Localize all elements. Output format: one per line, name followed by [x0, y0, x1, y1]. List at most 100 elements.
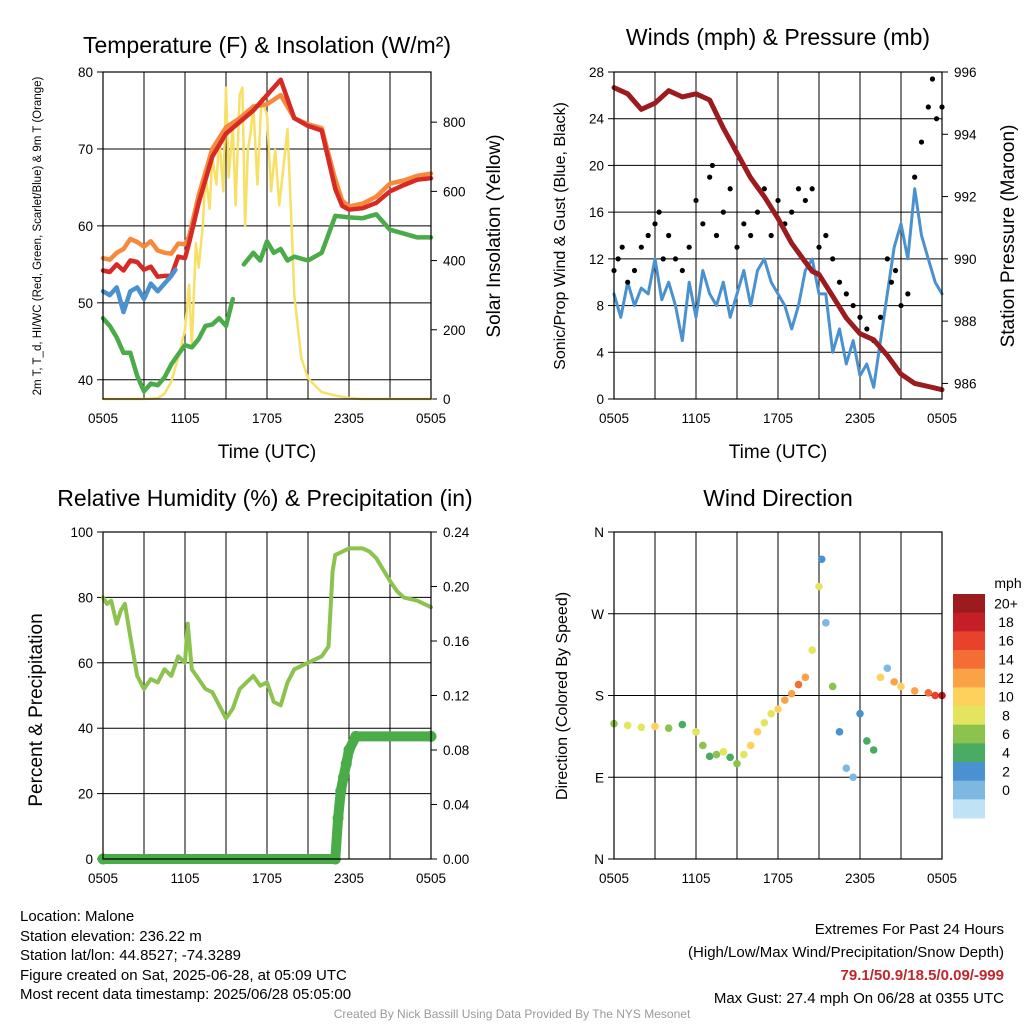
y-tick-label: 4 [596, 345, 604, 360]
direction-point [842, 764, 851, 772]
direction-point [890, 678, 898, 686]
gust-point [761, 186, 767, 192]
gust-point [748, 232, 754, 239]
y2-tick-label: 600 [443, 184, 466, 199]
gust-point [898, 302, 904, 309]
gust-point [615, 256, 621, 262]
plot-border [102, 71, 432, 400]
x-axis-label: Time (UTC) [218, 442, 317, 463]
direction-point [931, 691, 939, 700]
x-tick-label: 0505 [599, 411, 629, 426]
x-tick-label: 0505 [599, 871, 629, 886]
gust-point [652, 221, 658, 227]
y-tick-label: 16 [589, 205, 604, 220]
y2-tick-label: 0.20 [443, 580, 469, 595]
y-tick-label: E [595, 770, 604, 785]
panel-4 [608, 531, 942, 860]
direction-point [726, 753, 734, 762]
gust-point [645, 232, 651, 239]
y-tick-label: 80 [78, 65, 93, 80]
direction-point [692, 728, 700, 736]
chart-title: Winds (mph) & Pressure (mb) [626, 24, 930, 50]
x-tick-label: 2305 [334, 871, 364, 886]
created-text: Figure created on Sat, 2025-06-28, at 05… [20, 966, 347, 984]
insolation-line [101, 86, 433, 401]
gust-point [823, 232, 829, 239]
direction-point [719, 748, 728, 756]
y-tick-label: 12 [589, 252, 604, 267]
direction-point [883, 664, 892, 673]
colorbar-label: 6 [1002, 726, 1010, 742]
colorbar-swatch [953, 650, 985, 670]
gust-point [741, 221, 747, 227]
y2-axis-label: Station Pressure (Maroon) [998, 125, 1019, 348]
colorbar-label: 18 [998, 614, 1014, 630]
gust-point [888, 279, 895, 285]
gust-point [857, 314, 863, 320]
red-temp-line [100, 77, 434, 279]
gust-point [619, 244, 625, 250]
y-tick-label: 28 [589, 65, 604, 80]
latlon-text: Station lat/lon: 44.8527; -74.3289 [20, 947, 242, 964]
panel-3 [97, 531, 437, 860]
x-tick-label: 0505 [927, 411, 957, 426]
x-tick-label: 1105 [170, 871, 199, 886]
precip-point [338, 771, 350, 783]
y2-axis-label: Solar Insolation (Yellow) [484, 134, 505, 337]
gust-point [850, 302, 856, 309]
direction-point [822, 619, 830, 627]
x-tick-label: 1105 [170, 411, 199, 426]
gust-point [933, 116, 940, 122]
chart-title: Wind Direction [703, 485, 853, 511]
x-tick-label: 1105 [681, 871, 710, 886]
direction-point [651, 722, 659, 731]
y-tick-label: 40 [78, 721, 93, 736]
colorbar-swatch [953, 724, 985, 744]
y-tick-label: 100 [70, 525, 93, 540]
gust-point [693, 197, 699, 204]
x-tick-label: 1705 [763, 871, 793, 886]
x-tick-label: 0505 [416, 871, 446, 886]
y-tick-label: 40 [78, 373, 93, 388]
direction-point [664, 724, 673, 732]
y2-tick-label: 994 [954, 127, 977, 142]
colorbar-swatch [953, 762, 985, 782]
gust-point [625, 279, 631, 285]
gust-point [816, 244, 822, 250]
colorbar-swatch [953, 743, 985, 763]
y2-tick-label: 0 [443, 392, 451, 407]
colorbar-swatch [953, 668, 985, 688]
colorbar-label: 20+ [994, 595, 1018, 611]
direction-point [678, 720, 687, 729]
y-axis-label: Direction (Colored By Speed) [554, 592, 571, 800]
direction-point [835, 728, 844, 736]
green-temp-line [241, 212, 434, 267]
colorbar-label: 10 [998, 689, 1014, 705]
direction-point [815, 582, 823, 591]
direction-point [740, 750, 748, 759]
y2-tick-label: 0.16 [443, 634, 469, 649]
direction-point [705, 752, 714, 761]
chart-title: Temperature (F) & Insolation (W/m²) [83, 32, 451, 58]
gust-point [660, 256, 666, 262]
max-gust-text: Max Gust: 27.4 mph On 06/28 at 0355 UTC [713, 990, 1004, 1007]
gust-point [709, 162, 716, 169]
gust-point [734, 244, 740, 250]
orange-temp-line [100, 92, 434, 262]
colorbar-swatch [953, 612, 985, 632]
credit-text: Created By Nick Bassill Using Data Provi… [333, 1007, 691, 1021]
x-tick-label: 0505 [88, 411, 118, 426]
x-tick-label: 0505 [416, 411, 446, 426]
colorbar-swatch [953, 706, 985, 726]
gust-point [918, 139, 925, 145]
colorbar-label: 16 [998, 633, 1014, 649]
direction-point [794, 680, 803, 689]
gust-point [679, 267, 685, 274]
gust-point [638, 244, 644, 250]
x-tick-label: 1705 [763, 411, 793, 426]
direction-point [760, 718, 769, 727]
gust-point [656, 209, 662, 215]
x-tick-label: 1705 [252, 871, 282, 886]
recent-text: Most recent data timestamp: 2025/06/28 0… [20, 986, 352, 1003]
